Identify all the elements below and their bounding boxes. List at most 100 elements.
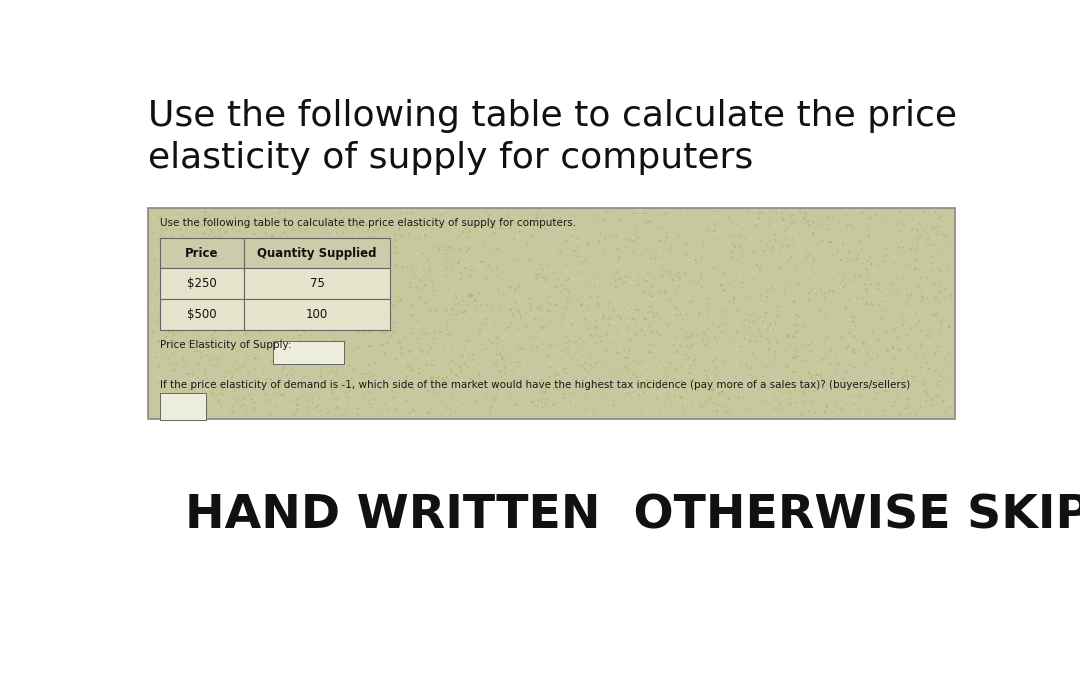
Point bbox=[447, 406, 464, 417]
Point bbox=[917, 399, 934, 410]
Point bbox=[921, 259, 939, 270]
Point bbox=[804, 284, 821, 295]
Point bbox=[303, 397, 321, 408]
Point bbox=[622, 263, 639, 274]
Point bbox=[483, 300, 500, 311]
Point bbox=[443, 367, 460, 379]
Point bbox=[569, 251, 586, 262]
Point bbox=[422, 362, 440, 373]
Point bbox=[774, 379, 792, 390]
Point bbox=[167, 409, 185, 420]
Point bbox=[555, 364, 572, 375]
Point bbox=[795, 227, 812, 238]
Point bbox=[362, 232, 379, 243]
Point bbox=[276, 315, 294, 326]
Point bbox=[280, 217, 297, 228]
Point bbox=[147, 209, 164, 220]
Point bbox=[218, 316, 235, 327]
Point bbox=[549, 368, 566, 379]
Point bbox=[397, 245, 415, 256]
Point bbox=[293, 391, 310, 402]
Point bbox=[204, 292, 221, 303]
Point bbox=[708, 206, 726, 217]
Point bbox=[700, 225, 717, 236]
Point bbox=[267, 302, 284, 313]
Point bbox=[145, 235, 162, 246]
Point bbox=[863, 354, 880, 365]
Point bbox=[572, 299, 590, 310]
Point bbox=[670, 337, 687, 348]
Point bbox=[918, 357, 935, 368]
Point bbox=[785, 239, 802, 251]
Point bbox=[813, 283, 831, 294]
Point bbox=[616, 224, 633, 235]
Point bbox=[684, 373, 701, 384]
Point bbox=[834, 238, 851, 249]
Point bbox=[529, 302, 546, 313]
Point bbox=[179, 298, 197, 309]
Point bbox=[432, 210, 449, 221]
Point bbox=[735, 325, 753, 336]
Point bbox=[353, 368, 370, 379]
Point bbox=[357, 276, 375, 287]
Point bbox=[178, 291, 195, 302]
Point bbox=[411, 291, 429, 302]
Point bbox=[616, 391, 633, 402]
Point bbox=[639, 366, 657, 377]
Point bbox=[144, 303, 161, 314]
Point bbox=[618, 271, 635, 282]
Point bbox=[335, 219, 352, 230]
Point bbox=[773, 388, 791, 399]
Point bbox=[602, 279, 619, 290]
Point bbox=[337, 269, 354, 280]
Point bbox=[558, 259, 576, 270]
Point bbox=[770, 257, 787, 268]
Point bbox=[939, 298, 956, 309]
Point bbox=[553, 311, 570, 322]
Point bbox=[247, 352, 265, 363]
Point bbox=[789, 398, 807, 409]
Point bbox=[620, 301, 637, 312]
Point bbox=[744, 396, 761, 407]
Point bbox=[367, 399, 384, 410]
Point bbox=[341, 256, 359, 267]
Point bbox=[796, 388, 813, 399]
Point bbox=[918, 207, 935, 218]
Point bbox=[179, 228, 197, 239]
Point bbox=[701, 313, 718, 325]
Point bbox=[342, 284, 360, 295]
Point bbox=[367, 408, 384, 419]
Point bbox=[386, 311, 403, 322]
Point bbox=[624, 331, 642, 343]
Point bbox=[669, 310, 686, 321]
Point bbox=[399, 311, 416, 322]
Point bbox=[644, 274, 661, 285]
Point bbox=[851, 389, 868, 400]
Point bbox=[836, 396, 853, 407]
Point bbox=[211, 396, 228, 407]
Point bbox=[348, 248, 365, 260]
Point bbox=[934, 229, 951, 240]
Point bbox=[354, 236, 372, 247]
Point bbox=[157, 348, 174, 359]
Point bbox=[664, 258, 681, 269]
Point bbox=[434, 373, 451, 384]
Point bbox=[841, 360, 859, 371]
Point bbox=[204, 376, 221, 388]
Point bbox=[329, 259, 347, 270]
Point bbox=[535, 338, 552, 349]
Point bbox=[612, 210, 630, 221]
Point bbox=[671, 281, 688, 292]
Point bbox=[707, 353, 725, 364]
Point bbox=[443, 293, 460, 304]
Point bbox=[234, 264, 252, 275]
Point bbox=[741, 327, 758, 338]
Point bbox=[372, 298, 389, 309]
Point bbox=[753, 261, 770, 272]
Point bbox=[287, 339, 305, 350]
Point bbox=[516, 368, 534, 379]
Point bbox=[607, 352, 624, 363]
Point bbox=[788, 243, 806, 254]
Point bbox=[543, 227, 561, 238]
Point bbox=[327, 367, 345, 379]
